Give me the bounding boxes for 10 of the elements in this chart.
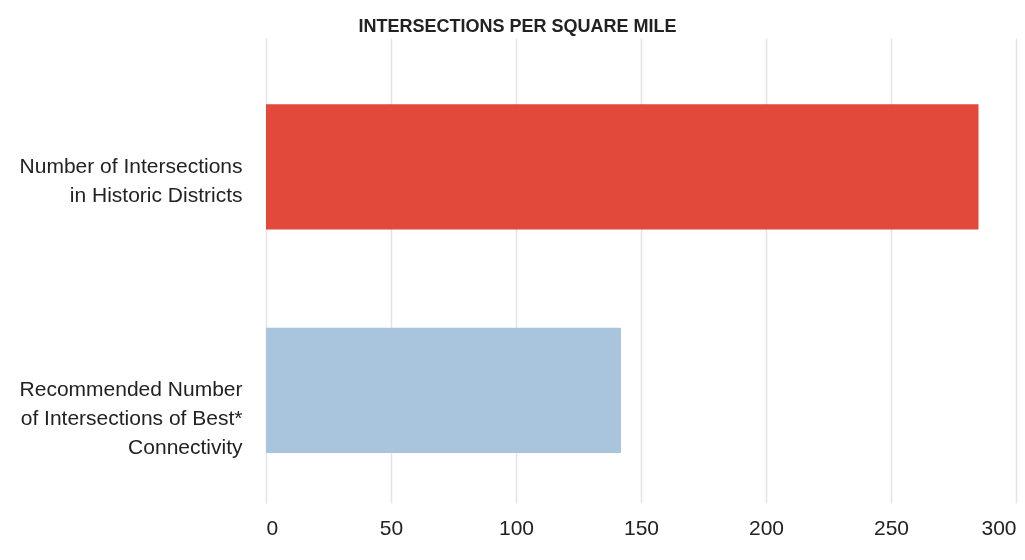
x-tick-label: 100: [498, 515, 535, 539]
y-tick-label: Number of Intersections in Historic Districts: [19, 153, 243, 206]
x-tick-label: 200: [748, 515, 785, 539]
x-tick-label: 0: [266, 515, 279, 539]
x-tick-label: 150: [623, 515, 660, 539]
y-tick-label: Recommended Number of Intersections of Best* Connectivity: [19, 377, 243, 459]
x-tick-label: 50: [379, 515, 404, 539]
chart-title: INTERSECTIONS PER SQUARE MILE: [358, 16, 677, 36]
x-tick-label: 300: [981, 515, 1017, 539]
x-tick-label: 250: [873, 515, 910, 539]
